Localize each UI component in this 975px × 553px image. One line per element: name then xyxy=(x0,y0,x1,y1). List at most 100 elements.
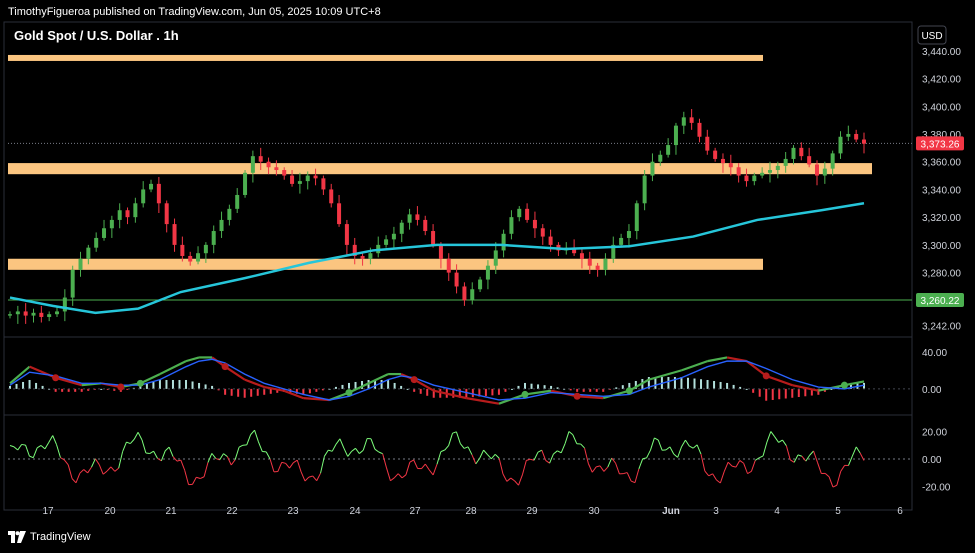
momentum-line xyxy=(521,460,527,475)
candle xyxy=(799,142,804,161)
candle xyxy=(501,229,506,258)
histogram-bar xyxy=(589,388,592,392)
candle-body xyxy=(360,255,365,259)
candle-body xyxy=(117,210,122,220)
momentum-line xyxy=(770,431,776,438)
momentum-line xyxy=(9,445,15,448)
momentum-line xyxy=(537,449,543,453)
candle xyxy=(313,168,318,186)
candle xyxy=(203,242,208,263)
candle-body xyxy=(791,147,796,159)
momentum-line xyxy=(281,461,286,464)
momentum-line xyxy=(758,455,764,459)
bullish-cross-dot xyxy=(521,390,529,398)
candle-body xyxy=(141,189,146,204)
candle xyxy=(235,188,240,213)
momentum-line xyxy=(518,474,523,486)
momentum-line xyxy=(324,449,329,457)
candle-body xyxy=(235,194,240,209)
histogram-bar xyxy=(804,388,807,397)
momentum-line xyxy=(541,450,547,461)
momentum-line xyxy=(207,453,213,463)
histogram-bar xyxy=(595,388,598,392)
histogram-bar xyxy=(615,387,618,389)
candle-body xyxy=(509,217,514,234)
price-tick-label: 3,440.00 xyxy=(922,47,961,58)
candle-body xyxy=(587,258,592,266)
candle xyxy=(180,236,185,262)
histogram-bar xyxy=(302,388,305,395)
candle-body xyxy=(752,175,757,182)
candle-body xyxy=(55,311,60,315)
candle xyxy=(321,175,326,195)
momentum-line xyxy=(452,431,457,434)
histogram-bar xyxy=(497,388,500,395)
momentum-line xyxy=(223,453,228,458)
momentum-line xyxy=(467,446,473,455)
momentum-line xyxy=(634,468,640,483)
momentum-line xyxy=(824,473,830,478)
candle xyxy=(274,160,279,176)
published-by-header: TimothyFigueroa published on TradingView… xyxy=(8,6,381,18)
histogram-bar xyxy=(745,388,748,390)
tradingview-brand: TradingView xyxy=(30,531,91,543)
candle-body xyxy=(94,237,99,248)
level-label: 3,260.22 xyxy=(921,296,960,307)
momentum-line xyxy=(316,472,321,481)
candle xyxy=(642,170,647,211)
momentum-line xyxy=(549,453,554,464)
candle-body xyxy=(478,279,483,290)
momentum-line xyxy=(591,466,597,473)
momentum-line xyxy=(269,458,275,473)
histogram-bar xyxy=(680,377,683,389)
candle-body xyxy=(603,258,608,270)
momentum-line xyxy=(397,473,403,479)
momentum-line xyxy=(603,466,609,472)
momentum-line xyxy=(646,449,651,459)
candle xyxy=(673,122,678,155)
oscillator-fast-line xyxy=(264,385,285,392)
candle-body xyxy=(713,150,718,159)
price-tick-label: 3,380.00 xyxy=(922,130,961,141)
histogram-bar xyxy=(849,382,852,389)
histogram-bar xyxy=(667,377,670,389)
histogram-bar xyxy=(465,388,468,398)
histogram-bar xyxy=(211,385,214,389)
momentum-line xyxy=(444,445,450,451)
momentum-line xyxy=(215,457,220,461)
oscillator-fast-line xyxy=(224,365,246,381)
histogram-bar xyxy=(510,388,513,390)
histogram-bar xyxy=(426,388,429,396)
candle-body xyxy=(854,133,859,140)
momentum-line xyxy=(129,438,135,444)
candle xyxy=(697,118,702,143)
candle xyxy=(352,237,357,265)
oscillator-fast-line xyxy=(765,374,793,387)
tradingview-watermark[interactable]: TradingView xyxy=(8,531,91,543)
candle xyxy=(117,203,122,229)
momentum-line xyxy=(436,451,442,465)
momentum-line xyxy=(681,439,686,447)
last-price-box xyxy=(916,136,964,151)
oscillator-fast-line xyxy=(139,373,161,385)
candle-body xyxy=(822,168,827,176)
histogram-bar xyxy=(145,383,148,389)
histogram-bar xyxy=(400,385,403,389)
candle-body xyxy=(697,122,702,137)
candle-body xyxy=(70,269,75,298)
candle-body xyxy=(164,203,169,225)
candle-body xyxy=(446,258,451,273)
momentum-line xyxy=(133,432,139,440)
momentum-line xyxy=(250,429,255,435)
momentum-line xyxy=(440,449,445,453)
candle-body xyxy=(337,203,342,225)
candle-body xyxy=(744,175,749,182)
candle-body xyxy=(423,219,428,232)
candle xyxy=(862,132,866,154)
chart-title: Gold Spot / U.S. Dollar . 1h xyxy=(14,28,179,43)
candle-body xyxy=(438,244,443,259)
candle xyxy=(344,219,349,255)
candle xyxy=(650,153,655,182)
momentum-line xyxy=(459,443,465,449)
